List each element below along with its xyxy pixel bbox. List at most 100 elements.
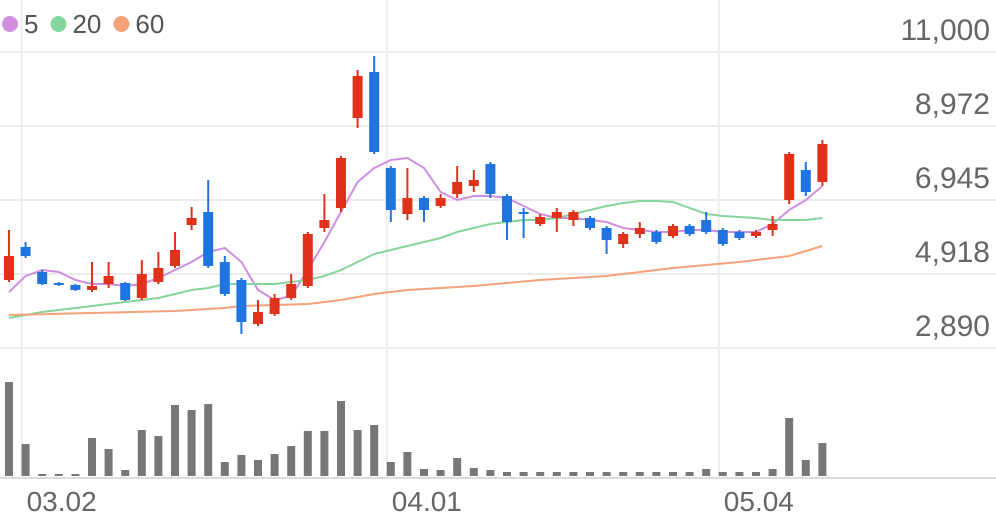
candle-body — [452, 182, 463, 194]
candle-body — [684, 225, 695, 235]
y-tick-label: 11,000 — [900, 14, 990, 47]
volume-bar — [171, 405, 179, 476]
volume-bar — [204, 404, 213, 476]
x-tick-label: 05.04 — [724, 486, 794, 517]
candle-body — [701, 220, 712, 233]
candle-body — [186, 217, 197, 226]
candle-body — [634, 227, 645, 235]
volume-bar — [88, 438, 96, 476]
volume-bar — [735, 472, 744, 476]
volume-bar — [5, 382, 13, 476]
candle-body — [136, 274, 147, 298]
volume-bar — [38, 474, 47, 476]
candle-body — [4, 255, 14, 281]
candle-body — [767, 224, 778, 231]
y-tick-label: 4,918 — [915, 236, 990, 269]
candle-body — [585, 217, 595, 228]
candle-body — [120, 282, 131, 301]
volume-bar — [403, 452, 412, 476]
candle-body — [253, 312, 263, 324]
candle-body — [535, 217, 546, 225]
candle-body — [717, 230, 728, 245]
volume-bar — [187, 410, 196, 476]
candle-body — [236, 280, 247, 323]
volume-bar — [586, 472, 594, 476]
candle-body — [219, 261, 230, 294]
candle-body — [37, 272, 48, 284]
volume-bar — [303, 431, 312, 476]
volume-bar — [287, 446, 296, 476]
volume-bar — [685, 472, 694, 476]
volume-bar — [469, 468, 478, 476]
volume-bar — [519, 472, 528, 476]
legend-swatch — [50, 16, 67, 32]
volume-bar — [436, 470, 445, 476]
volume-bar — [353, 430, 362, 476]
volume-bar — [386, 462, 395, 476]
candle-body — [319, 220, 330, 228]
candle-body — [352, 75, 363, 118]
volume-bar — [652, 472, 661, 476]
candle-body — [103, 275, 114, 284]
candle-body — [302, 234, 313, 286]
candle-body — [170, 250, 180, 266]
y-tick-label: 2,890 — [915, 310, 990, 343]
candle-body — [668, 225, 678, 236]
volume-bar — [552, 472, 561, 476]
candle-body — [53, 282, 64, 286]
candle-body — [153, 267, 164, 283]
candle-body — [203, 212, 214, 266]
candle-body — [485, 163, 496, 194]
volume-bar — [254, 460, 262, 476]
volume-bar — [71, 474, 80, 476]
candle-body — [784, 153, 795, 200]
volume-bar — [602, 472, 611, 476]
volume-bar — [237, 455, 246, 476]
volume-bar — [320, 431, 329, 476]
volume-bar — [818, 443, 827, 476]
volume-bar — [669, 472, 677, 476]
candle-body — [651, 232, 662, 243]
candle-body — [568, 212, 579, 221]
volume-bar — [785, 418, 794, 476]
legend-label: 5 — [24, 9, 38, 39]
ma-line — [8, 156, 824, 302]
volume-bar — [137, 430, 146, 476]
x-tick-label: 04.01 — [392, 486, 462, 517]
candle-body — [751, 232, 761, 236]
volume-bar — [569, 472, 578, 476]
candle-body — [435, 198, 446, 206]
ma-line — [8, 199, 823, 319]
candle-body — [518, 212, 529, 215]
candle-body — [336, 157, 346, 208]
candle-body — [369, 72, 380, 153]
candle-body — [402, 198, 413, 215]
candle-body — [734, 232, 745, 238]
candle-body — [468, 179, 479, 186]
legend-label: 60 — [135, 9, 164, 39]
volume-bar — [270, 454, 279, 476]
legend-swatch — [2, 16, 18, 32]
candle-body — [286, 283, 297, 298]
volume-bar — [121, 470, 130, 476]
candle-body — [385, 167, 396, 211]
volume-bar — [752, 472, 760, 476]
candle-body — [87, 285, 97, 291]
volume-bar — [337, 401, 345, 476]
volume-bar — [104, 449, 113, 476]
volume-bar — [635, 472, 644, 476]
volume-bar — [702, 469, 711, 476]
volume-bar — [370, 425, 379, 476]
legend-swatch — [113, 16, 130, 32]
volume-bar — [21, 444, 30, 476]
candle-body — [269, 297, 280, 314]
volume-bar — [503, 472, 511, 476]
volume-bar — [220, 462, 229, 476]
candle-body — [817, 144, 828, 183]
ma-line — [8, 245, 823, 317]
volume-bar — [801, 460, 810, 476]
candle-body — [70, 285, 81, 291]
legend-label: 20 — [72, 9, 101, 39]
